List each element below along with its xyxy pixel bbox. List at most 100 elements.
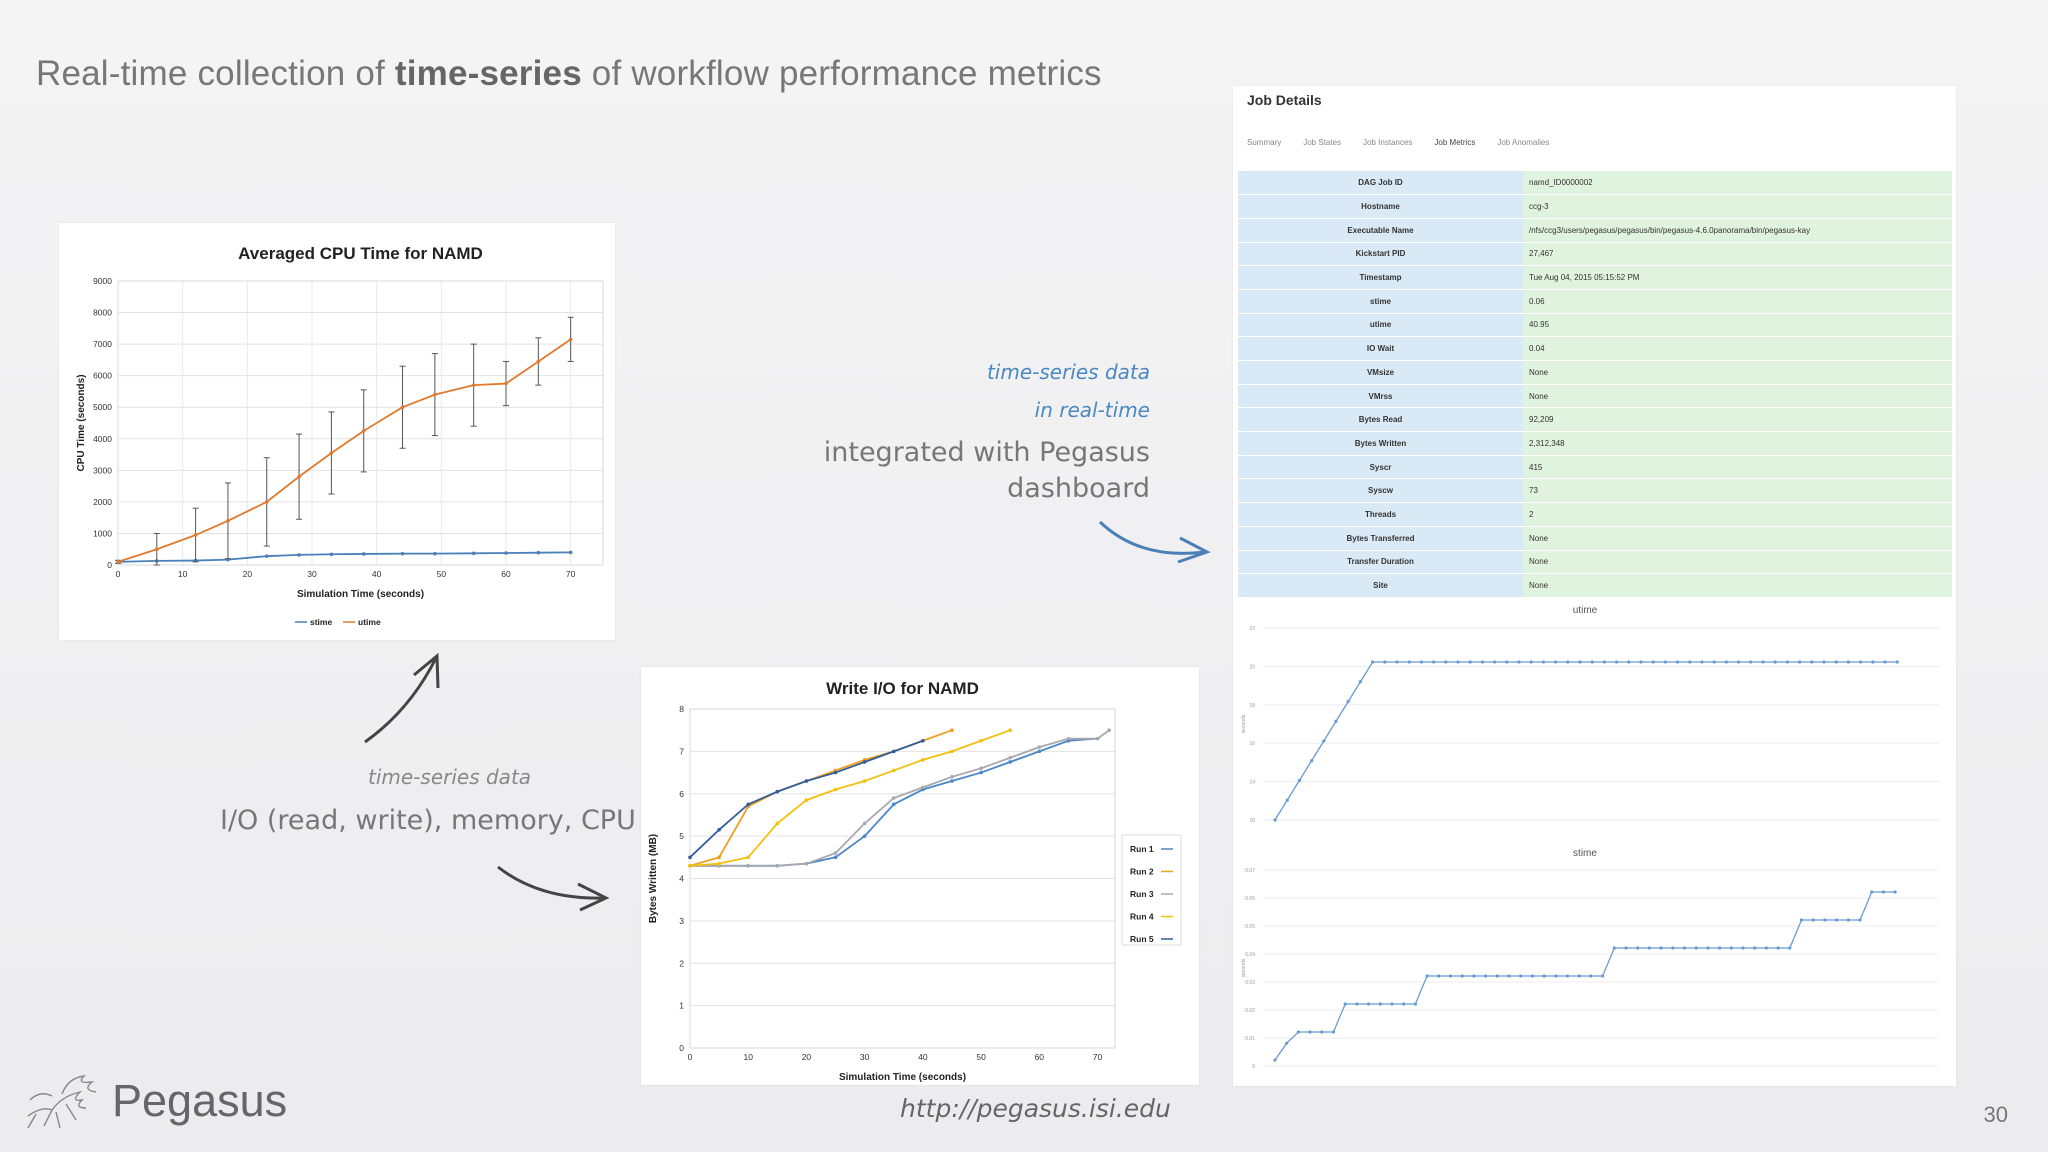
mini-data-point (1507, 974, 1511, 978)
data-point (433, 551, 437, 556)
y-tick-label: 5000 (93, 402, 112, 412)
mini-y-tick: 0 (1252, 1064, 1255, 1070)
data-point (471, 383, 476, 387)
mini-data-point (1542, 974, 1546, 978)
tab-job-metrics[interactable]: Job Metrics (1434, 138, 1476, 147)
mini-series-line (1274, 661, 1898, 821)
job-detail-row: utime 40.95 (1238, 313, 1952, 338)
mini-y-tick: 10 (1249, 818, 1255, 824)
arrow-to-cpu-chart (364, 652, 440, 744)
mini-data-point (1776, 946, 1780, 950)
job-detail-key: Kickstart PID (1238, 242, 1523, 267)
mini-data-point (1566, 660, 1570, 664)
mini-y-tick: 16 (1249, 741, 1255, 747)
mini-y-label: seconds (1241, 714, 1247, 733)
job-details-tabs: Summary Job States Job Instances Job Metric… (1247, 138, 1549, 147)
mini-data-point (1881, 890, 1885, 894)
data-point (400, 551, 405, 556)
mini-data-point (1437, 974, 1441, 978)
mini-data-point (1712, 660, 1716, 664)
mini-data-point (1554, 660, 1558, 664)
pegasus-url[interactable]: http://pegasus.isi.edu (900, 1094, 1171, 1123)
data-point (504, 551, 508, 555)
x-tick-label: 0 (116, 569, 121, 579)
data-point (833, 787, 838, 792)
y-axis-label: Bytes Written (MB) (648, 834, 659, 923)
job-detail-value: None (1523, 526, 1952, 551)
job-detail-key: stime (1238, 289, 1523, 314)
data-point (921, 758, 925, 762)
data-point (536, 359, 541, 364)
write-io-chart-panel: Write I/O for NAMD 0 1 2 3 4 5 6 7 8 0 10 20 30 40 50 60… (641, 667, 1199, 1085)
mini-data-point (1741, 946, 1745, 950)
job-detail-row: Hostname ccg-3 (1238, 194, 1952, 219)
mini-data-point (1378, 1002, 1382, 1006)
data-point (226, 519, 230, 523)
mini-data-point (1671, 946, 1675, 950)
job-detail-row: Bytes Read 92,209 (1238, 407, 1952, 433)
x-tick-label: 50 (437, 569, 447, 579)
mini-data-point (1624, 946, 1628, 950)
x-tick-label: 20 (802, 1052, 812, 1062)
tab-job-instances[interactable]: Job Instances (1363, 138, 1413, 147)
data-point (116, 560, 120, 564)
data-point (862, 760, 867, 764)
job-detail-key: Bytes Transferred (1238, 526, 1523, 551)
mini-data-point (1554, 974, 1558, 978)
data-point (979, 766, 983, 771)
tab-job-anomalies[interactable]: Job Anomalies (1497, 138, 1550, 147)
y-tick-label: 7 (679, 746, 684, 756)
job-details-dashboard: Job Details Summary Job States Job Instanc… (1233, 86, 1956, 1086)
mini-data-point (1823, 918, 1827, 922)
mini-data-point (1749, 660, 1753, 664)
data-point (1008, 755, 1013, 760)
mini-data-point (1334, 719, 1338, 723)
mini-data-point (1589, 974, 1593, 978)
data-point (688, 855, 692, 860)
data-point (746, 863, 751, 868)
job-detail-value: 27,467 (1523, 242, 1952, 267)
data-point (297, 553, 301, 557)
mini-data-point (1601, 974, 1605, 978)
legend-label: Run 1 (1130, 844, 1154, 854)
job-detail-value: 0.04 (1523, 336, 1952, 361)
mini-data-point (1346, 699, 1350, 704)
y-tick-label: 4000 (93, 434, 112, 444)
y-tick-label: 2000 (93, 497, 112, 507)
mini-data-point (1718, 946, 1722, 950)
mini-data-point (1456, 660, 1460, 664)
mini-data-point (1798, 660, 1802, 664)
chart-title: Averaged CPU Time for NAMD (238, 244, 483, 263)
mini-data-point (1835, 918, 1839, 922)
x-tick-label: 10 (743, 1052, 753, 1062)
legend-label: Run 4 (1130, 912, 1154, 922)
mini-data-point (1761, 660, 1765, 664)
mini-data-point (1688, 660, 1692, 664)
cpu-time-chart-panel: Averaged CPU Time for NAMD 0 1000 2000 3000 4… (59, 223, 615, 640)
legend-label: Run 2 (1130, 867, 1154, 877)
mini-data-point (1682, 946, 1687, 950)
io-legend-box (1121, 834, 1182, 946)
data-point (717, 861, 721, 866)
job-detail-key: IO Wait (1238, 336, 1523, 361)
job-details-title: Job Details (1247, 92, 1322, 108)
mini-y-tick: 0.04 (1245, 952, 1255, 958)
data-point (264, 500, 269, 504)
y-tick-label: 5 (679, 831, 684, 841)
series-run-4 (688, 728, 1013, 868)
mini-data-point (1565, 974, 1570, 978)
mini-data-point (1615, 660, 1619, 664)
tab-summary[interactable]: Summary (1247, 138, 1282, 147)
data-point (775, 821, 780, 826)
job-detail-row: VMsize None (1238, 360, 1952, 385)
mini-data-point (1395, 660, 1399, 664)
series-line (117, 338, 572, 563)
mini-data-point (1895, 660, 1899, 664)
data-point (504, 381, 508, 386)
series-run-3 (688, 728, 1111, 868)
x-tick-label: 0 (688, 1052, 693, 1062)
mini-data-point (1846, 660, 1850, 664)
tab-job-states[interactable]: Job States (1303, 138, 1342, 147)
job-detail-row: Site None (1238, 573, 1952, 598)
cpu-time-chart: Averaged CPU Time for NAMD 0 1000 2000 3000 4… (76, 244, 604, 627)
